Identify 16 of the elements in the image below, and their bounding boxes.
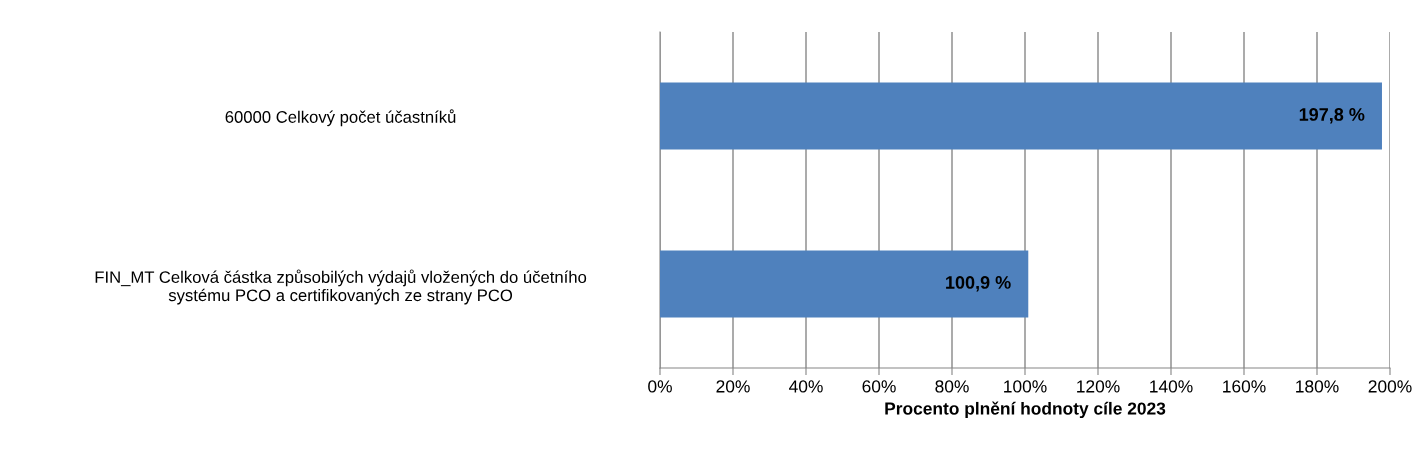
x-tick-label: 20% (716, 380, 750, 393)
data-label: 100,9 % (946, 276, 1011, 292)
x-tick-label: 160% (1223, 380, 1266, 393)
x-tick-label: 140% (1150, 380, 1193, 393)
x-tick-label: 100% (1004, 380, 1047, 393)
x-tick-label: 40% (789, 380, 823, 393)
x-tick-label: 120% (1077, 380, 1120, 393)
y-tick-label: FIN_MT Celková částka způsobilých výdajů vložených do účetního systému PCO a certifikovaných ze strany PCO (95, 269, 587, 305)
x-tick-label: 60% (862, 380, 896, 393)
x-tick-label: 80% (935, 380, 969, 393)
x-tick-label: 0% (648, 380, 672, 393)
y-tick-label: 60000 Celkový počet účastníků (225, 109, 456, 127)
x-tick-label: 180% (1296, 380, 1339, 393)
data-label: 197,8 % (1299, 108, 1365, 124)
x-tick-label: 200% (1368, 380, 1412, 393)
x-axis-title: Procento plnění hodnoty cíle 2023 (885, 401, 1166, 419)
